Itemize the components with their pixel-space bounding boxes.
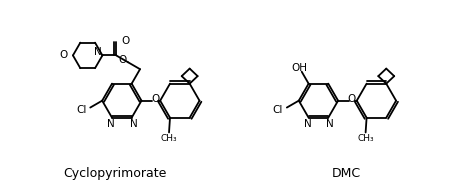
Text: N: N <box>326 119 334 129</box>
Text: O: O <box>151 94 159 104</box>
Text: CH₃: CH₃ <box>160 134 177 143</box>
Text: O: O <box>347 94 355 104</box>
Text: N: N <box>303 119 311 129</box>
Text: CH₃: CH₃ <box>357 134 373 143</box>
Text: O: O <box>121 36 129 46</box>
Text: O: O <box>60 50 68 60</box>
Text: OH: OH <box>291 63 307 73</box>
Text: N: N <box>107 119 115 129</box>
Text: Cl: Cl <box>76 104 86 115</box>
Text: N: N <box>130 119 137 129</box>
Text: N: N <box>93 47 101 57</box>
Text: O: O <box>119 55 127 65</box>
Text: Cyclopyrimorate: Cyclopyrimorate <box>63 167 166 180</box>
Text: Cl: Cl <box>272 104 282 115</box>
Text: DMC: DMC <box>331 167 360 180</box>
